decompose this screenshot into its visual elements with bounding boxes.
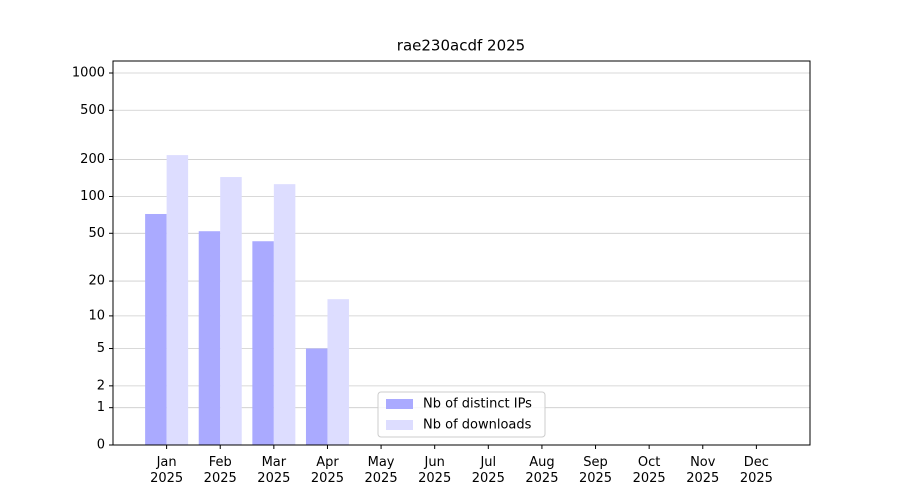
y-tick-label: 20 — [88, 274, 105, 289]
x-tick-label: Sep 2025 — [579, 455, 612, 486]
legend-swatch — [386, 399, 413, 409]
y-tick-label: 5 — [97, 341, 105, 356]
y-tick-label: 1 — [97, 400, 105, 415]
y-tick-label: 100 — [80, 189, 105, 204]
x-tick-label: Aug 2025 — [525, 455, 558, 486]
bar — [327, 299, 349, 445]
x-tick-label: Nov 2025 — [686, 455, 719, 486]
y-tick-label: 2 — [97, 378, 105, 393]
legend-label: Nb of downloads — [423, 418, 532, 433]
x-tick-label: Dec 2025 — [740, 455, 773, 486]
bar — [252, 241, 274, 445]
bar — [220, 177, 242, 445]
bar — [166, 155, 189, 445]
y-tick-label: 200 — [80, 152, 105, 167]
bar — [145, 213, 167, 445]
x-tick-label: Jan 2025 — [150, 455, 183, 486]
x-tick-label: Oct 2025 — [633, 455, 666, 486]
x-tick-label: Jul 2025 — [472, 455, 505, 486]
legend-swatch — [386, 420, 413, 430]
legend-box — [377, 391, 546, 438]
bar — [273, 184, 296, 445]
x-tick-label: Jun 2025 — [418, 455, 451, 486]
legend-label: Nb of distinct IPs — [423, 397, 532, 412]
chart-title: rae230acdf 2025 — [397, 37, 525, 55]
y-tick-label: 0 — [97, 438, 105, 453]
y-tick-label: 50 — [88, 226, 105, 241]
y-tick-label: 10 — [88, 308, 105, 323]
x-tick-label: May 2025 — [365, 455, 398, 486]
bar — [305, 348, 328, 445]
plot-frame — [112, 60, 811, 446]
x-tick-label: Apr 2025 — [311, 455, 344, 486]
y-tick-label: 500 — [80, 103, 105, 118]
y-tick-label: 1000 — [72, 66, 105, 81]
bar — [198, 231, 221, 445]
x-tick-label: Feb 2025 — [204, 455, 237, 486]
x-tick-label: Mar 2025 — [257, 455, 290, 486]
